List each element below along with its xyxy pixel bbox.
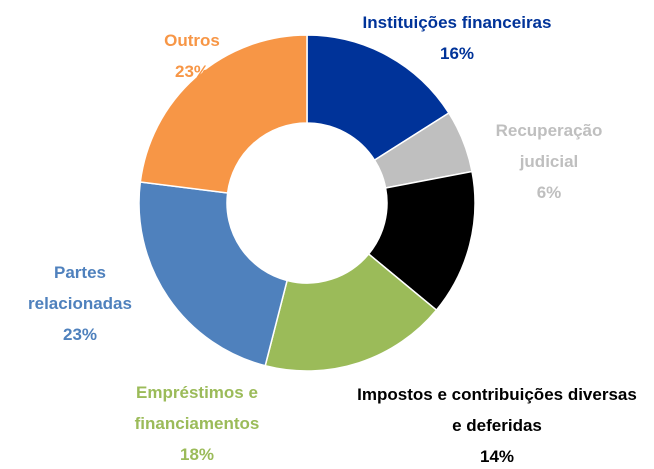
donut-slice — [306, 34, 450, 162]
slice-label: Partes relacionadas 23% — [5, 257, 155, 350]
category-label: Outros — [164, 31, 220, 50]
category-label: Instituições financeiras — [362, 13, 552, 32]
slice-label: Outros 23% — [132, 25, 252, 87]
category-label: Impostos e contribuições diversas e defe… — [357, 385, 637, 435]
value-label: 16% — [439, 44, 475, 63]
category-label: Recuperação judicial — [495, 121, 603, 171]
category-label: Empréstimos e financiamentos — [134, 383, 260, 433]
value-label: 23% — [174, 62, 210, 81]
slice-label: Instituições financeiras 16% — [307, 7, 607, 69]
slice-label: Impostos e contribuições diversas e defe… — [352, 379, 642, 469]
donut-slice — [139, 34, 308, 194]
value-label: 18% — [179, 445, 215, 464]
donut-slice — [264, 252, 438, 372]
donut-slice — [138, 181, 289, 367]
category-label: Partes relacionadas — [28, 263, 132, 313]
slice-label: Empréstimos e financiamentos 18% — [97, 377, 297, 469]
value-label: 6% — [536, 183, 562, 202]
slice-label: Recuperação judicial 6% — [469, 115, 629, 208]
value-label: 14% — [479, 447, 515, 466]
value-label: 23% — [62, 325, 98, 344]
